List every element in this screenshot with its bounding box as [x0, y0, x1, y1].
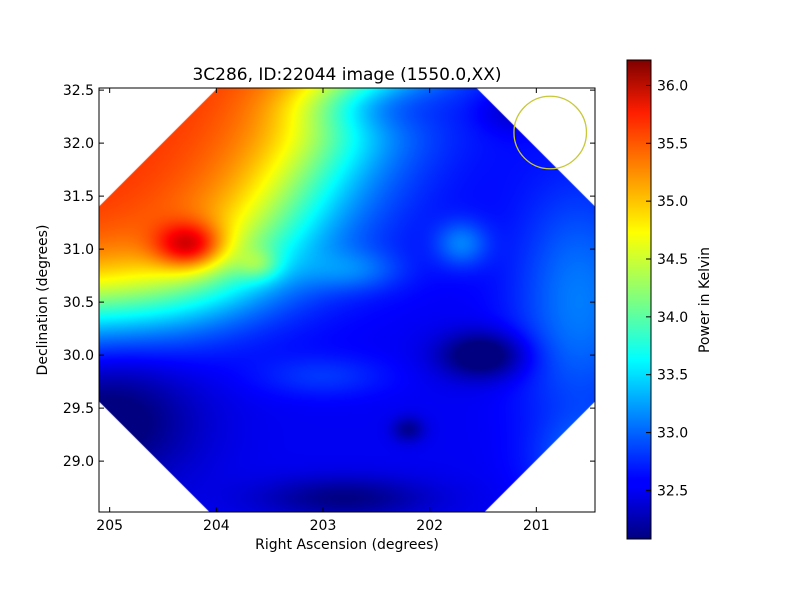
- colorbar-tick-label: 34.5: [657, 252, 688, 268]
- y-tick-label: 32.0: [63, 136, 94, 152]
- x-tick-label: 203: [310, 518, 337, 534]
- y-axis-label: Declination (degrees): [35, 225, 51, 376]
- y-tick-label: 32.5: [63, 83, 94, 99]
- y-tick-label: 31.0: [63, 242, 94, 258]
- x-tick-label: 201: [523, 518, 550, 534]
- colorbar: [626, 59, 652, 540]
- chart-title: 3C286, ID:22044 image (1550.0,XX): [192, 65, 501, 85]
- x-axis: 205 204 203 202 201: [96, 88, 550, 534]
- y-tick-label: 30.0: [63, 348, 94, 364]
- colorbar-tick-label: 33.0: [657, 426, 688, 442]
- x-tick-label: 204: [203, 518, 230, 534]
- colorbar-tick-label: 36.0: [657, 78, 688, 94]
- heatmap-image: [99, 88, 595, 512]
- beam-circle: [513, 95, 588, 170]
- y-tick-label: 30.5: [63, 295, 94, 311]
- colorbar-tick-label: 32.5: [657, 483, 688, 499]
- axes-frame: [98, 87, 596, 513]
- y-tick-label: 31.5: [63, 189, 94, 205]
- x-tick-label: 205: [96, 518, 123, 534]
- y-axis: 29.0 29.5 30.0 30.5 31.0 31.5 32.0 32.5: [63, 83, 595, 470]
- x-axis-label: Right Ascension (degrees): [255, 537, 439, 553]
- colorbar-label: Power in Kelvin: [697, 247, 713, 353]
- colorbar-tick-label: 35.5: [657, 136, 688, 152]
- y-tick-label: 29.5: [63, 401, 94, 417]
- colorbar-tick-label: 34.0: [657, 310, 688, 326]
- y-tick-label: 29.0: [63, 454, 94, 470]
- colorbar-tick-label: 35.0: [657, 194, 688, 210]
- x-tick-label: 202: [416, 518, 443, 534]
- colorbar-axis: 32.5 33.0 33.5 34.0 34.5 35.0 35.5 36.0: [646, 78, 688, 499]
- colorbar-tick-label: 33.5: [657, 368, 688, 384]
